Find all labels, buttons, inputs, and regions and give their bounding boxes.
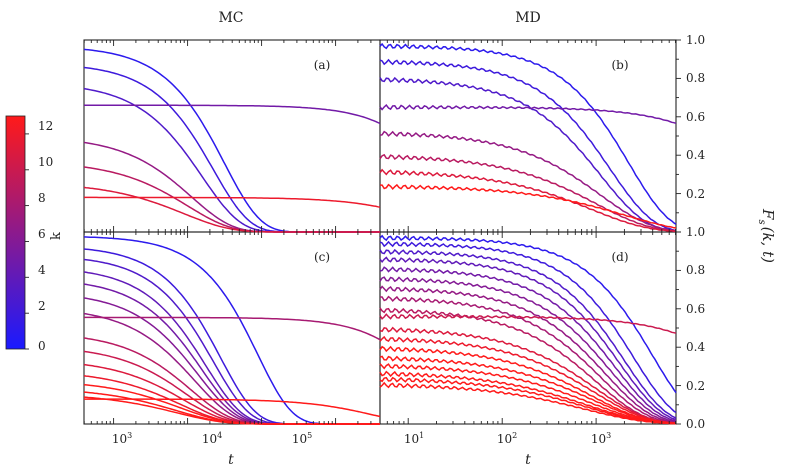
y-axis-title: Fs (k, t)	[756, 208, 777, 263]
y-axis-title-sub: s	[756, 219, 767, 224]
x-tick-label-md-1: 101	[404, 431, 424, 446]
curve-a-k12	[84, 196, 381, 208]
curve-d-k12	[379, 335, 677, 425]
curve-a-k7	[83, 141, 380, 233]
column-title-mc: MC	[218, 10, 243, 26]
curve-c-k1	[83, 236, 380, 425]
curve-d-k1	[379, 234, 677, 394]
curve-b-k1	[379, 42, 677, 225]
panel-label-a: (a)	[314, 58, 331, 72]
panel-frame-c	[83, 231, 381, 425]
curve-d-k17	[379, 376, 677, 425]
x-axis-title-mc: t	[228, 452, 234, 468]
y-tick-label-bot-0.2: 0.2	[686, 379, 705, 393]
y-tick-label-bot-0.4: 0.4	[686, 340, 705, 354]
svg-text:Fs(k, t): Fs (k, t)	[756, 208, 777, 263]
panel-frame-a	[83, 39, 381, 233]
curves-layer	[83, 42, 677, 425]
curve-d-k8	[380, 295, 676, 424]
y-tick-label-top-1.0: 1.0	[686, 33, 705, 47]
y-axis-title-main: F	[759, 208, 777, 220]
curve-b-k13	[380, 183, 677, 229]
curve-c-k10	[83, 350, 380, 425]
x-tick-label-md-3: 103	[591, 431, 611, 446]
curve-d-k14	[379, 355, 676, 425]
colorbar-title-text: k	[49, 232, 64, 240]
curve-d-k9	[379, 307, 677, 425]
colorbar-tick-4: 4	[38, 263, 46, 277]
curve-b-k7	[379, 130, 677, 232]
curve-d-k2	[379, 240, 677, 414]
y-tick-label-bot-0.6: 0.6	[686, 302, 705, 316]
colorbar-tick-8: 8	[38, 191, 46, 205]
colorbar-tick-12: 12	[38, 119, 53, 133]
y-axis-title-args: (k, t)	[759, 227, 777, 264]
colorbar-tick-10: 10	[38, 155, 53, 169]
curve-d-k4	[379, 256, 677, 421]
y-tick-label-top-0.4: 0.4	[686, 148, 705, 162]
panel-label-c: (c)	[314, 250, 330, 264]
curve-d-k6	[379, 276, 677, 423]
curve-d-k3	[379, 248, 677, 419]
x-tick-label-md-2: 102	[497, 431, 517, 446]
curve-c-k16	[84, 398, 381, 418]
curve-d-k10	[379, 313, 677, 334]
curve-d-k5	[379, 266, 677, 422]
x-tick-label-mc-5: 105	[292, 431, 312, 446]
curve-d-k18	[379, 381, 677, 425]
panel-frame-b	[379, 39, 677, 233]
curve-d-k13	[379, 345, 677, 425]
ticks-layer	[25, 39, 681, 425]
x-tick-label-mc-3: 103	[112, 431, 132, 446]
colorbar-title: k	[49, 232, 64, 240]
y-tick-label-bot-0.0: 0.0	[686, 417, 705, 431]
y-tick-label-top-0.6: 0.6	[686, 110, 705, 124]
curve-a-k2	[83, 66, 380, 233]
panel-label-d: (d)	[611, 250, 628, 264]
y-tick-label-bot-0.8: 0.8	[686, 263, 705, 277]
curve-b-k2	[379, 58, 677, 232]
curve-b-k9	[379, 153, 677, 232]
curve-b-k3	[379, 76, 677, 232]
y-tick-label-top-0.2: 0.2	[686, 187, 705, 201]
colorbar-tick-0: 0	[38, 339, 46, 353]
x-axis-title-md: t	[525, 452, 531, 468]
x-tick-label-mc-4: 104	[202, 431, 222, 446]
curve-d-k7	[379, 285, 677, 424]
column-title-md: MD	[515, 10, 541, 26]
curve-c-k8	[84, 316, 381, 341]
curve-b-k5	[379, 103, 677, 125]
panel-label-b: (b)	[611, 58, 628, 72]
y-tick-label-top-0.8: 0.8	[686, 71, 705, 85]
colorbar-tick-6: 6	[38, 227, 46, 241]
colorbar	[5, 115, 26, 350]
curve-a-k1	[83, 48, 380, 233]
curve-d-k15	[379, 363, 677, 425]
curve-d-k11	[379, 326, 677, 424]
curve-a-k5	[84, 104, 381, 125]
curve-b-k11	[379, 168, 677, 233]
curve-c-k4	[83, 271, 380, 425]
colorbar-tick-2: 2	[38, 299, 46, 313]
y-tick-label-mid-1.0: 1.0	[686, 225, 705, 239]
